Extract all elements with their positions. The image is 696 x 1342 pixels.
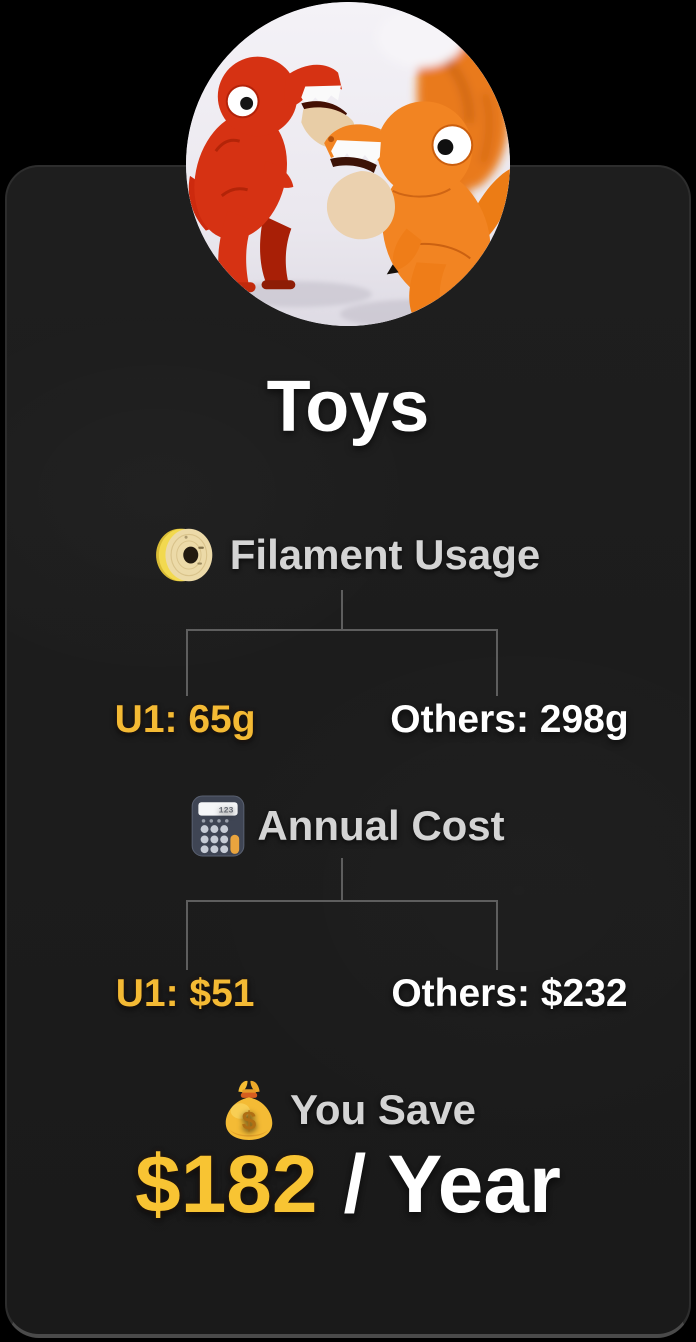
annual-cost-label: Annual Cost bbox=[257, 802, 505, 849]
tree-left-branch-line bbox=[186, 629, 188, 696]
savings-amount-row: $182 / Year bbox=[0, 1138, 696, 1232]
cost-u1-value: U1: $51 bbox=[115, 972, 255, 1015]
cost-values-row: U1: $51 Others: $232 bbox=[0, 974, 696, 1024]
savings-period: / Year bbox=[343, 1139, 561, 1230]
filament-usage-heading: Filament Usage bbox=[0, 522, 696, 588]
filament-spool-icon bbox=[155, 528, 213, 582]
tree-left-branch-line bbox=[186, 900, 188, 970]
tree-stem-line bbox=[341, 858, 343, 900]
tree-right-branch-line bbox=[496, 900, 498, 970]
stats-card bbox=[5, 165, 691, 1338]
filament-usage-label: Filament Usage bbox=[229, 531, 541, 578]
tree-right-branch-line bbox=[496, 629, 498, 696]
page-title: Toys bbox=[266, 367, 430, 447]
filament-others-value: Others: 298g bbox=[390, 698, 629, 741]
money-bag-icon: $ bbox=[225, 1080, 273, 1140]
category-photo bbox=[186, 2, 510, 326]
calculator-icon: 123 bbox=[191, 795, 245, 857]
cost-others-value: Others: $232 bbox=[391, 972, 628, 1015]
cost-tree-connector bbox=[186, 858, 498, 970]
filament-values-row: U1: 65g Others: 298g bbox=[0, 700, 696, 750]
tree-horizontal-line bbox=[186, 900, 498, 902]
you-save-heading: $ You Save bbox=[0, 1076, 696, 1144]
money-bag-dollar-symbol: $ bbox=[242, 1105, 257, 1135]
red-dinosaur bbox=[188, 56, 356, 293]
annual-cost-heading: 123 Annual Cost bbox=[0, 792, 696, 860]
tree-stem-line bbox=[341, 590, 343, 629]
filament-u1-value: U1: 65g bbox=[114, 698, 256, 741]
toy-dinosaurs-image bbox=[186, 2, 510, 326]
you-save-label: You Save bbox=[290, 1086, 476, 1133]
calculator-display-text: 123 bbox=[219, 807, 234, 816]
tree-horizontal-line bbox=[186, 629, 498, 631]
savings-amount: $182 bbox=[135, 1139, 318, 1230]
filament-tree-connector bbox=[186, 590, 498, 696]
